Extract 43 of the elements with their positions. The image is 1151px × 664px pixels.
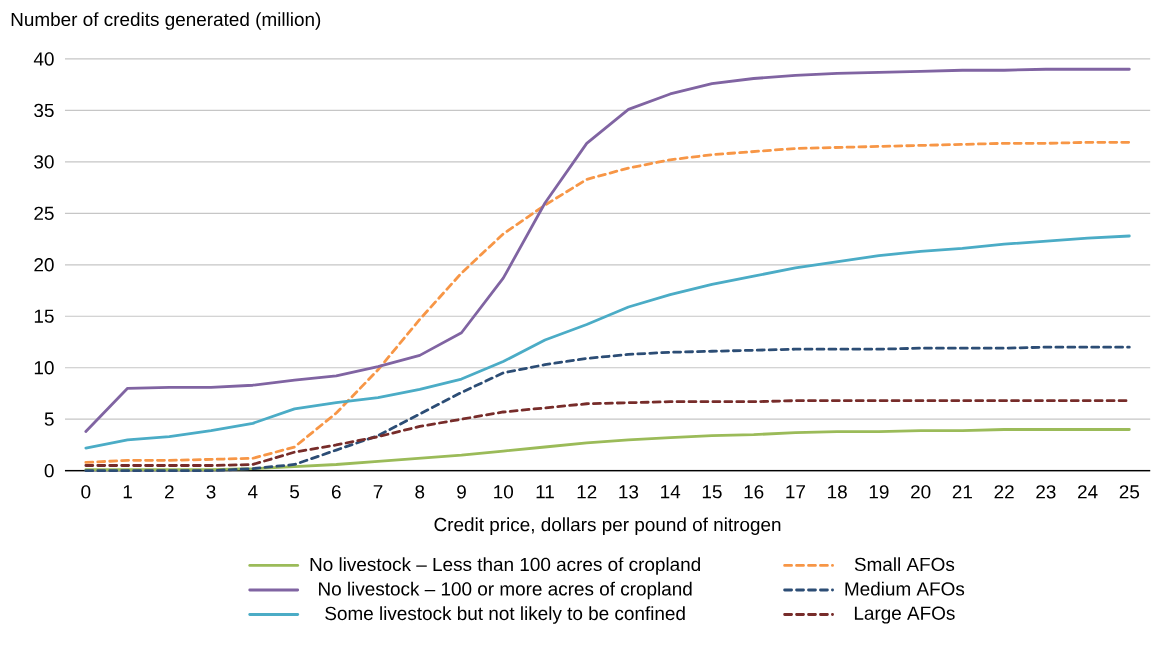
x-tick-label: 13 bbox=[619, 485, 639, 499]
x-tick-label: 6 bbox=[331, 485, 341, 499]
x-tick-label: 15 bbox=[702, 485, 722, 499]
x-axis-title: Credit price, dollars per pound of nitrogen bbox=[434, 517, 781, 536]
x-tick-label: 17 bbox=[786, 485, 805, 499]
x-tick-label: 20 bbox=[911, 485, 931, 499]
x-tick-label: 22 bbox=[994, 485, 1014, 499]
x-tick-label: 16 bbox=[744, 485, 764, 499]
legend-label: No livestock – Less than 100 acres of cropland bbox=[310, 557, 700, 576]
y-tick-label: 10 bbox=[34, 361, 54, 375]
y-tick-label: 35 bbox=[34, 103, 54, 118]
x-tick-label: 7 bbox=[373, 485, 383, 499]
x-tick-label: 12 bbox=[577, 485, 597, 499]
x-tick-label: 3 bbox=[206, 485, 216, 499]
legend-label: No livestock – 100 or more acres of cropland bbox=[319, 581, 692, 600]
x-tick-label: 24 bbox=[1078, 485, 1098, 499]
legend-label: Large AFOs bbox=[854, 606, 955, 624]
x-tick-label: 23 bbox=[1036, 485, 1056, 499]
legend-label: Small AFOs bbox=[854, 557, 955, 572]
x-tick-label: 14 bbox=[661, 485, 681, 499]
x-tick-label: 1 bbox=[123, 485, 132, 499]
x-tick-label: 10 bbox=[494, 485, 514, 499]
x-tick-label: 8 bbox=[415, 485, 425, 499]
y-tick-label: 0 bbox=[44, 464, 54, 478]
y-tick-label: 30 bbox=[34, 155, 54, 169]
y-tick-label: 25 bbox=[34, 206, 54, 221]
legend-label: Some livestock but not likely to be confined bbox=[325, 606, 685, 625]
x-tick-label: 11 bbox=[536, 485, 554, 499]
y-tick-label: 20 bbox=[34, 258, 54, 272]
x-tick-label: 25 bbox=[1119, 485, 1140, 499]
x-tick-label: 4 bbox=[247, 485, 258, 499]
x-tick-label: 21 bbox=[952, 485, 972, 499]
y-axis-title: Number of credits generated (million) bbox=[11, 12, 321, 31]
y-tick-label: 5 bbox=[44, 412, 54, 427]
x-tick-label: 18 bbox=[828, 485, 847, 499]
x-tick-label: 2 bbox=[165, 485, 174, 499]
legend-label: Medium AFOs bbox=[845, 581, 965, 596]
x-tick-label: 9 bbox=[457, 485, 466, 499]
y-tick-label: 15 bbox=[34, 309, 54, 324]
x-tick-label: 5 bbox=[290, 485, 299, 499]
x-tick-label: 0 bbox=[81, 485, 91, 499]
y-tick-label: 40 bbox=[33, 52, 54, 66]
x-tick-label: 19 bbox=[869, 485, 889, 499]
